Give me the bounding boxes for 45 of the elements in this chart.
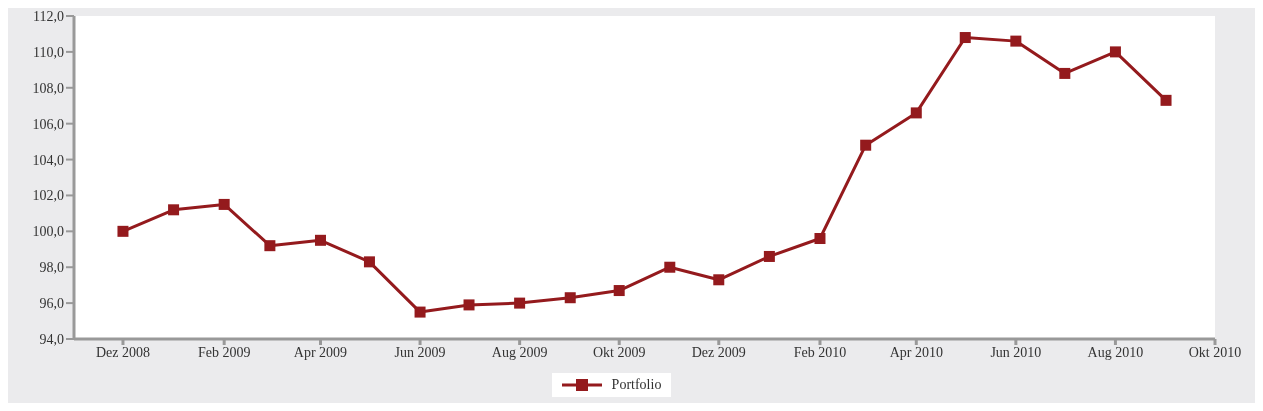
- x-tick-label: Apr 2009: [293, 344, 348, 360]
- x-tick-label: Okt 2009: [592, 344, 646, 360]
- y-tick-label: 108,0: [32, 80, 64, 96]
- y-tick-label: 106,0: [32, 116, 64, 132]
- x-tick-label: Jun 2010: [990, 344, 1042, 360]
- point: [414, 306, 426, 318]
- y-tick-label: 98,0: [39, 260, 64, 276]
- legend-label: Portfolio: [611, 377, 662, 393]
- point: [1059, 67, 1071, 79]
- point: [314, 234, 326, 246]
- point: [1109, 46, 1121, 58]
- y-tick-label: 102,0: [32, 188, 64, 204]
- point: [463, 299, 475, 311]
- y-tick-label: 112,0: [33, 8, 64, 24]
- point: [117, 225, 129, 237]
- point: [264, 240, 276, 252]
- y-tick-label: 104,0: [32, 152, 64, 168]
- x-tick-label: Aug 2010: [1087, 344, 1144, 360]
- x-tick-label: Feb 2010: [793, 344, 847, 360]
- x-tick-label: Feb 2009: [197, 344, 251, 360]
- point: [763, 250, 775, 262]
- point: [613, 285, 625, 297]
- point: [514, 297, 526, 309]
- x-tick-label: Apr 2010: [889, 344, 943, 360]
- point: [218, 198, 230, 210]
- y-tick-label: 94,0: [39, 331, 64, 347]
- point: [168, 204, 180, 216]
- x-tick-label: Okt 2010: [1188, 344, 1242, 360]
- x-tick-label: Dez 2009: [691, 344, 746, 360]
- y-tick-label: 100,0: [32, 224, 64, 240]
- point: [959, 32, 971, 44]
- point: [713, 274, 725, 286]
- point: [860, 139, 872, 151]
- x-tick-label: Jun 2009: [394, 344, 446, 360]
- point: [1010, 35, 1022, 47]
- x-tick-label: Dez 2008: [95, 344, 150, 360]
- point: [564, 292, 576, 304]
- point: [910, 107, 922, 119]
- y-tick-label: 110,0: [33, 44, 64, 60]
- y-tick-label: 96,0: [39, 296, 64, 312]
- point: [1160, 94, 1172, 106]
- x-tick-label: Aug 2009: [491, 344, 548, 360]
- point: [664, 261, 676, 273]
- point: [363, 256, 375, 268]
- point: [814, 233, 826, 245]
